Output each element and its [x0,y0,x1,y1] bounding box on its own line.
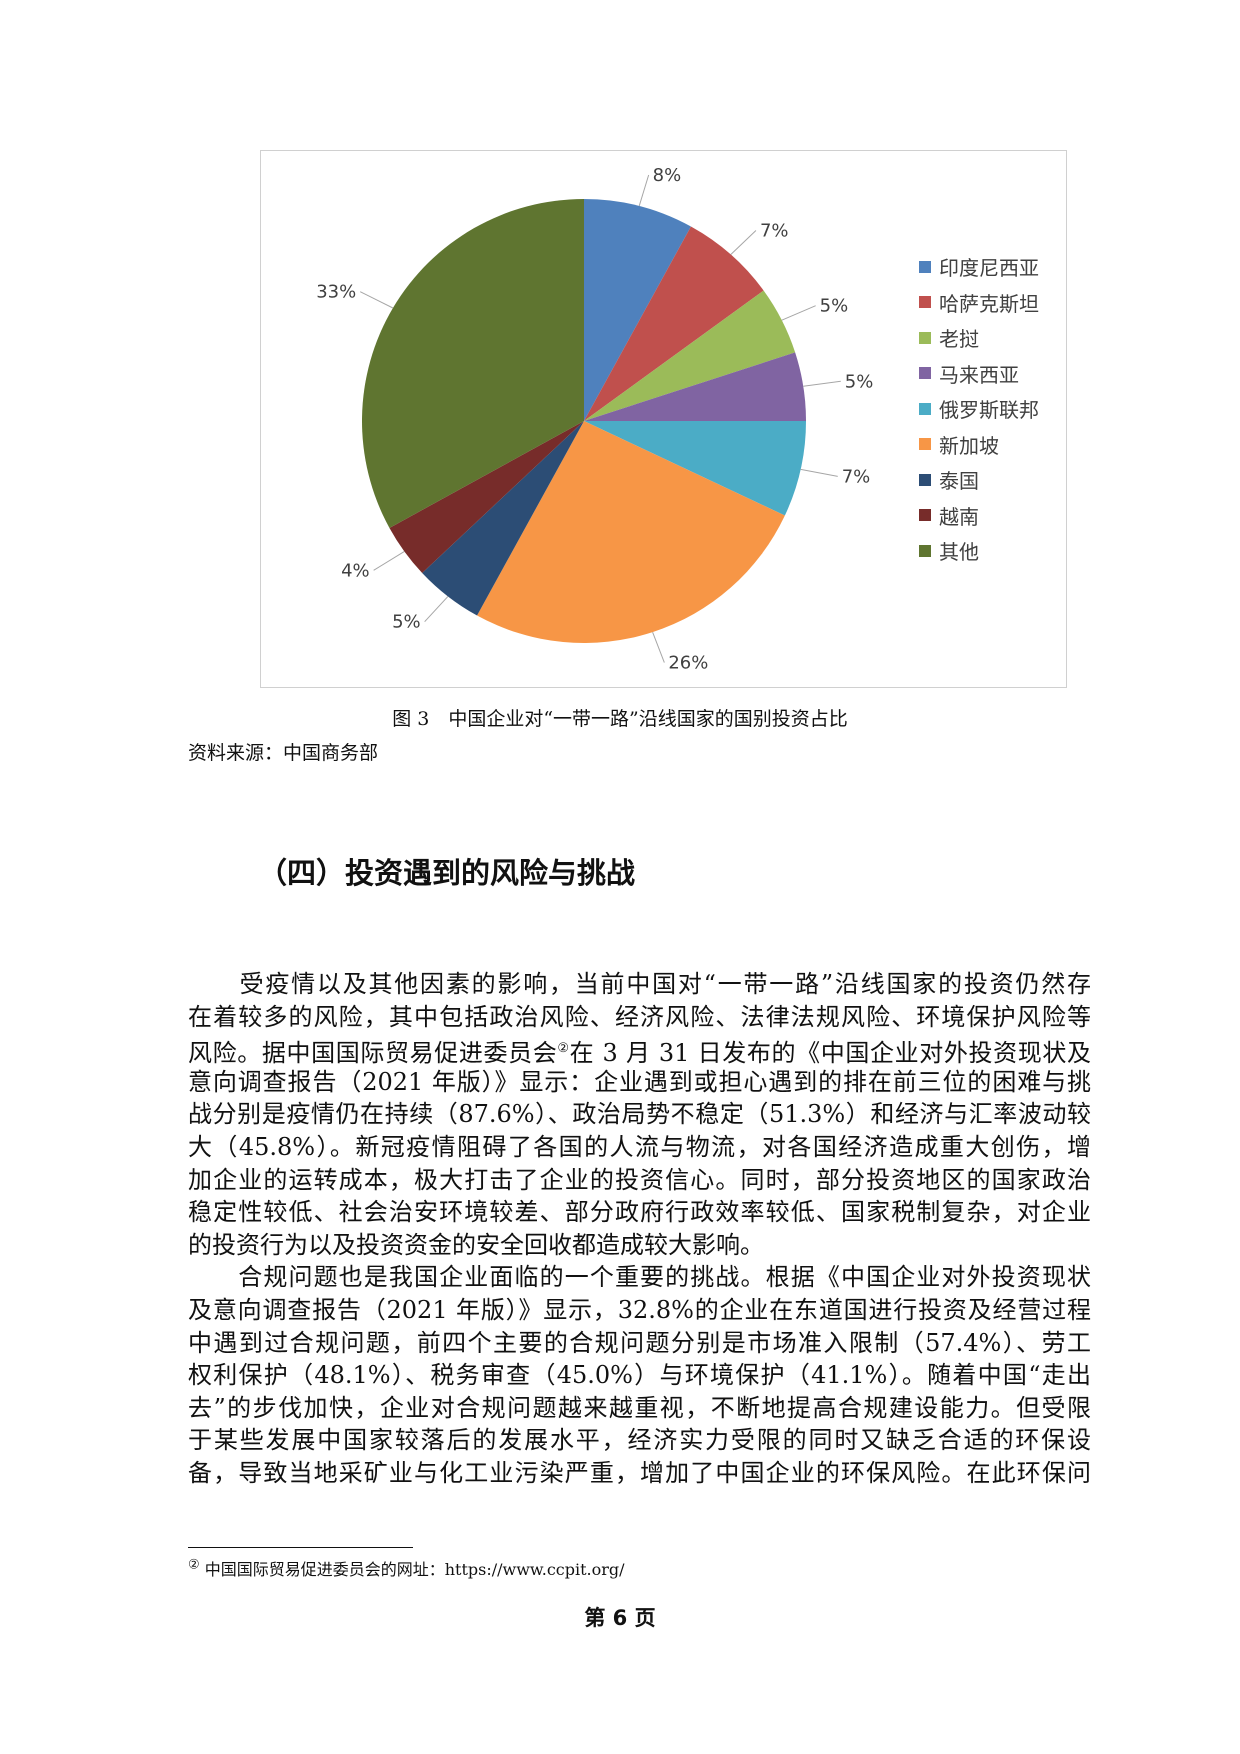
legend-swatch [919,544,931,557]
page-number: 第 6 页 [584,1606,656,1630]
text-segment: 在 3 月 31 日发布的《中国企业对外投资现状及 [569,1039,1092,1068]
legend-item: 其他 [919,533,1039,569]
pie-svg: 8% 7% 5% 5% 7% 26% 5% 4% 33% [316,165,874,674]
data-label: 7% [842,466,871,487]
leader-line [781,305,816,321]
legend-item: 马来西亚 [919,356,1039,392]
text-line: 风险。据中国国际贸易促进委员会②在 3 月 31 日发布的《中国企业对外投资现状… [188,1033,1092,1068]
text-line: 受疫情以及其他因素的影响，当前中国对“一带一路”沿线国家的投资仍然存 [188,970,1091,998]
pie-slice [422,421,584,616]
legend-label: 老挝 [939,327,979,352]
text-line: 在着较多的风险，其中包括政治风险、经济风险、法律法规风险、环境保护风险等 [188,1002,1091,1031]
leader-line [652,631,665,663]
legend-item: 老挝 [919,320,1039,356]
pie-slice [389,421,584,573]
legend-label: 印度尼西亚 [939,256,1039,281]
leader-line [638,174,650,207]
legend-swatch [919,402,931,415]
figure-source: 资料来源：中国商务部 [188,742,379,764]
legend-item: 俄罗斯联邦 [919,391,1039,427]
pie-slice [477,421,785,643]
text-line: 去”的步伐加快，企业对合规问题越来越重视，不断地提高合规建设能力。但受限 [188,1393,1091,1422]
data-label: 33% [316,282,356,303]
footnote-ref[interactable]: ② [557,1041,570,1057]
data-label: 26% [668,653,708,674]
legend-label: 越南 [939,504,979,529]
footnote-mark: ② [188,1557,200,1573]
text-line: 于某些发展中国家较落后的发展水平，经济实力受限的同时又缺乏合适的环保设 [188,1426,1091,1455]
pie-slice [584,199,691,421]
text-line: 稳定性较低、社会治安环境较差、部分政府行政效率较低、国家税制复杂，对企业 [188,1198,1091,1227]
pie-chart: 8% 7% 5% 5% 7% 26% 5% 4% 33% 印度尼西亚哈萨克斯坦老挝马来西亚俄罗斯… [260,150,1067,688]
data-label: 4% [341,560,370,581]
figure-caption: 图 3 中国企业对“一带一路”沿线国家的国别投资占比 [392,708,848,730]
legend-swatch [919,509,931,522]
text-line: 权利保护（48.1%）、税务审查（45.0%）与环境保护（41.1%）。随着中国… [188,1361,1091,1390]
leader-line [800,468,838,477]
data-label: 7% [760,220,789,241]
text-line: 大（45.8%）。新冠疫情阻碍了各国的人流与物流，对各国经济造成重大创伤，增 [188,1132,1091,1161]
legend-label: 其他 [939,540,979,565]
text-line: 中遇到过合规问题，前四个主要的合规问题分别是市场准入限制（57.4%）、劳工 [188,1328,1091,1357]
leader-line [373,551,405,571]
data-label: 5% [392,612,421,633]
legend-swatch [919,331,931,344]
text-line: 的投资行为以及投资资金的安全回收都造成较大影响。 [188,1230,764,1259]
legend-swatch [919,473,931,486]
footnote: ② 中国国际贸易促进委员会的网址：https://www.ccpit.org/ [188,1556,625,1580]
leader-line [359,291,394,309]
text-line: 加企业的运转成本，极大打击了企业的投资信心。同时，部分投资地区的国家政治 [188,1165,1091,1194]
legend-item: 泰国 [919,462,1039,498]
legend-item: 哈萨克斯坦 [919,285,1039,321]
legend-swatch [919,438,931,451]
leader-line [730,230,757,255]
data-label: 5% [845,371,874,392]
text-line: 备，导致当地采矿业与化工业污染严重，增加了中国企业的环保风险。在此环保问 [188,1458,1091,1487]
text-line: 及意向调查报告（2021 年版）》显示，32.8%的企业在东道国进行投资及经营过… [188,1295,1091,1324]
section-heading: （四）投资遇到的风险与挑战 [258,856,636,890]
legend-label: 泰国 [939,469,979,494]
pie-slice [584,421,806,516]
text-segment: 风险。据中国国际贸易促进委员会 [188,1039,558,1068]
pie-slice [584,352,806,421]
data-label: 5% [820,296,849,317]
leader-line [424,596,449,623]
legend-label: 马来西亚 [939,362,1019,387]
text-line: 战分别是疫情仍在持续（87.6%）、政治局势不稳定（51.3%）和经济与汇率波动… [188,1100,1091,1129]
legend-swatch [919,296,931,309]
text-line: 合规问题也是我国企业面临的一个重要的挑战。根据《中国企业对外投资现状 [188,1263,1091,1292]
legend-item: 新加坡 [919,427,1039,463]
pie-slice [584,226,764,421]
pie-slice [584,290,796,421]
chart-legend: 印度尼西亚哈萨克斯坦老挝马来西亚俄罗斯联邦新加坡泰国越南其他 [919,249,1039,569]
legend-swatch [919,367,931,380]
legend-swatch [919,260,931,273]
pie-slice [361,199,584,528]
legend-label: 俄罗斯联邦 [939,398,1039,423]
legend-label: 新加坡 [939,433,999,458]
text-line: 意向调查报告（2021 年版）》显示：企业遇到或担心遇到的排在前三位的困难与挑 [188,1067,1091,1096]
leader-line [803,380,841,387]
body-text: 受疫情以及其他因素的影响，当前中国对“一带一路”沿线国家的投资仍然存 在着较多的… [188,968,1091,1490]
footnote-divider [188,1547,413,1548]
footnote-text: 中国国际贸易促进委员会的网址：https://www.ccpit.org/ [204,1560,625,1579]
data-label: 8% [653,165,682,186]
legend-label: 哈萨克斯坦 [939,291,1039,316]
legend-item: 印度尼西亚 [919,249,1039,285]
legend-item: 越南 [919,498,1039,534]
